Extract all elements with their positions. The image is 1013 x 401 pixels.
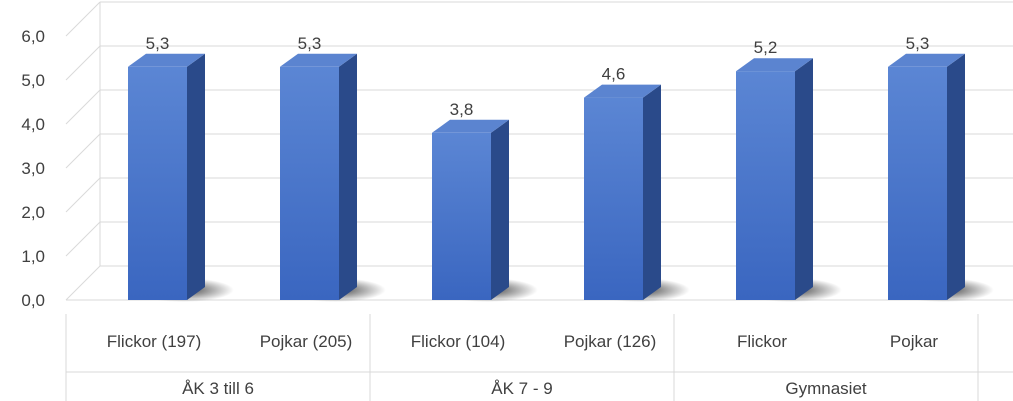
data-labels: 5,3 5,3 3,8 4,6 5,2 5,3 (146, 34, 930, 119)
y-tick-label: 3,0 (21, 159, 45, 178)
category-label: Flickor (104) (411, 332, 505, 351)
bar (736, 71, 795, 300)
y-tick-label: 2,0 (21, 203, 45, 222)
y-tick-label: 1,0 (21, 247, 45, 266)
bar (888, 66, 947, 300)
bar-shadows (133, 278, 994, 302)
group-label: ÅK 7 - 9 (491, 379, 552, 398)
bar-side (947, 53, 965, 300)
bars (128, 53, 965, 301)
bar-top (736, 58, 813, 72)
data-label: 5,3 (906, 34, 930, 53)
gridline-depth (65, 1, 101, 37)
bar (280, 66, 339, 300)
category-label: Pojkar (205) (260, 332, 353, 351)
y-tick-label: 5,0 (21, 71, 45, 90)
category-label: Pojkar (126) (564, 332, 657, 351)
bar (584, 97, 643, 300)
x-axis: ÅK 3 till 6 ÅK 7 - 9 Gymnasiet Flickor (197… (65, 314, 1013, 401)
y-tick-label: 6,0 (21, 27, 45, 46)
category-label: Pojkar (890, 332, 939, 351)
bar-side (187, 53, 205, 300)
bar-side (795, 58, 813, 301)
gridlines (65, 1, 1013, 301)
data-label: 5,3 (298, 34, 322, 53)
gridline-depth (65, 89, 101, 125)
bar-side (643, 84, 661, 300)
bar-top (280, 53, 357, 67)
data-label: 5,2 (754, 38, 778, 57)
gridline-depth (65, 177, 101, 213)
category-label: Flickor (197) (107, 332, 201, 351)
data-label: 5,3 (146, 34, 170, 53)
bar-side (339, 53, 357, 300)
group-label: Gymnasiet (785, 379, 867, 398)
gridline-depth (65, 133, 101, 169)
bar-top (128, 53, 205, 67)
y-tick-label: 4,0 (21, 115, 45, 134)
y-axis: 0,0 1,0 2,0 3,0 4,0 5,0 6,0 (21, 27, 45, 310)
bar-side (491, 119, 509, 300)
bar (432, 132, 491, 300)
y-tick-label: 0,0 (21, 291, 45, 310)
gridline-depth (65, 45, 101, 81)
group-label: ÅK 3 till 6 (182, 379, 254, 398)
category-label: Flickor (737, 332, 787, 351)
bar-top (584, 84, 661, 98)
data-label: 3,8 (450, 100, 474, 119)
bar (128, 66, 187, 300)
gridline-depth (65, 265, 101, 301)
bar-top (432, 119, 509, 133)
gridline-depth (65, 221, 101, 257)
bar-top (888, 53, 965, 67)
data-label: 4,6 (602, 65, 626, 84)
